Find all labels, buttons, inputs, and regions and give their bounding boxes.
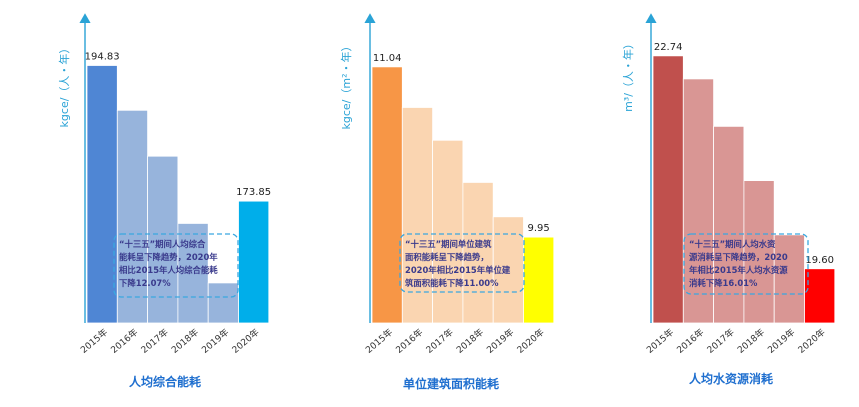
x-tick-label: 2019年	[199, 326, 231, 356]
data-label: 194.83	[85, 51, 120, 62]
annotation-text: “十三五”期间人均水资	[689, 239, 776, 249]
data-label: 19.60	[805, 255, 834, 266]
annotation-text: 筑面积能耗下降11.00%	[405, 278, 499, 288]
bar	[147, 155, 179, 324]
x-tick-label: 2018年	[169, 326, 201, 356]
x-tick-label: 2020年	[229, 326, 261, 356]
annotation-text: 2020年相比2015年单位建	[405, 265, 511, 275]
bar	[682, 78, 714, 324]
bar	[86, 65, 118, 324]
bar	[652, 55, 684, 324]
chart-floor-area-energy: 11.04 9.95 2015年 2016年 2017年 2018年 2019年 2020年 k…	[339, 13, 555, 391]
x-tick-label: 2016年	[674, 326, 706, 356]
annotation-text: 相比2015年人均综合能耗	[119, 265, 218, 275]
chart-title: 人均综合能耗	[129, 374, 201, 389]
y-axis-label: kgce/（人・年）	[57, 43, 71, 128]
x-tick-label: 2018年	[454, 326, 486, 356]
x-tick-label: 2015年	[78, 326, 110, 356]
y-axis-label: kgce/（m²・年）	[339, 41, 353, 130]
x-tick-label: 2019年	[765, 326, 797, 356]
chart-per-capita-water: 22.74 19.60 2015年 2016年 2017年 2018年 2019年 2020年…	[621, 13, 836, 386]
y-axis-label: m³/（人・年）	[621, 38, 635, 112]
x-tick-label: 2019年	[484, 326, 516, 356]
chart-title: 人均水资源消耗	[689, 371, 773, 386]
data-label: 11.04	[373, 53, 402, 64]
annotation-text: 年相比2015年人均水资源	[689, 265, 788, 275]
bar	[713, 125, 745, 324]
annotation-text: “十三五”期间单位建筑	[405, 239, 492, 249]
bar	[773, 234, 805, 324]
annotation-box	[683, 233, 809, 295]
annotation-box	[113, 233, 239, 298]
x-tick-label: 2017年	[139, 326, 171, 356]
bar	[401, 107, 433, 324]
annotation-text: 能耗呈下降趋势，2020年	[119, 252, 218, 262]
annotation-text: 面积能耗呈下降趋势，	[405, 252, 489, 262]
annotation-text: 消耗下降16.01%	[689, 278, 758, 288]
bar	[804, 268, 836, 324]
data-label: 22.74	[654, 42, 683, 53]
bar	[177, 223, 209, 324]
x-tick-label: 2015年	[644, 326, 676, 356]
x-tick-label: 2018年	[735, 326, 767, 356]
bar	[743, 180, 775, 324]
annotation-text: 下降12.07%	[119, 278, 171, 288]
chart-title: 单位建筑面积能耗	[403, 376, 499, 391]
annotation-text: “十三五”期间人均综合	[119, 239, 206, 249]
bar	[207, 282, 239, 324]
x-tick-label: 2016年	[393, 326, 425, 356]
chart-per-capita-energy: 194.83 173.85 2015年 2016年 2017年 2018年 2019年 202…	[57, 13, 271, 389]
x-tick-label: 2020年	[514, 326, 546, 356]
bar	[523, 236, 555, 324]
bar	[116, 109, 149, 324]
x-tick-label: 2017年	[705, 326, 737, 356]
annotation-text: 源消耗呈下降趋势，2020	[689, 252, 788, 262]
x-tick-label: 2017年	[424, 326, 456, 356]
x-tick-label: 2020年	[795, 326, 827, 356]
data-label: 9.95	[528, 223, 550, 234]
bar	[238, 200, 270, 324]
x-tick-label: 2016年	[108, 326, 140, 356]
x-tick-label: 2015年	[363, 326, 395, 356]
bar	[432, 139, 464, 324]
bar	[371, 66, 403, 324]
data-label: 173.85	[236, 187, 271, 198]
